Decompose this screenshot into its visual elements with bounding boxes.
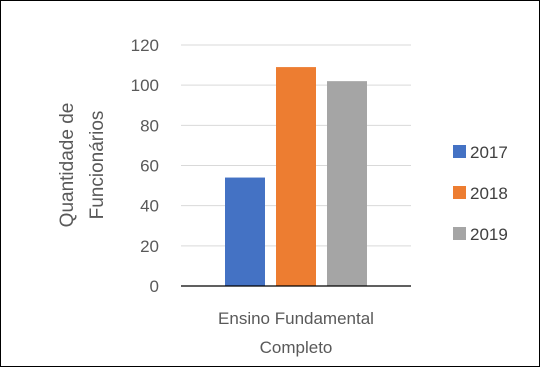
y-axis-title-line-2: Funcionários: [87, 111, 108, 220]
y-axis-title-line-1: Quantidade de: [57, 103, 78, 228]
bars: [225, 67, 367, 287]
x-category-label: Ensino Fundamental Completo: [218, 309, 374, 357]
bar-2017: [225, 177, 265, 286]
y-axis-title: Quantidade de Funcionários: [57, 103, 108, 228]
legend-swatch-2019: [453, 227, 466, 240]
bar-2019: [327, 81, 367, 287]
y-tick-label: 40: [140, 197, 159, 216]
y-tick-label: 100: [131, 76, 159, 95]
legend: 2017 2018 2019: [453, 143, 508, 244]
y-tick-label: 0: [150, 277, 159, 296]
y-tick-label: 80: [140, 116, 159, 135]
bar-2018: [276, 67, 316, 286]
legend-label-2017: 2017: [470, 143, 508, 162]
legend-label-2019: 2019: [470, 225, 508, 244]
legend-swatch-2018: [453, 186, 466, 199]
y-tick-label: 60: [140, 157, 159, 176]
legend-swatch-2017: [453, 145, 466, 158]
x-category-label-line-2: Completo: [260, 338, 333, 357]
y-tick-labels: 0 20 40 60 80 100 120: [131, 36, 159, 296]
y-tick-label: 120: [131, 36, 159, 55]
x-category-label-line-1: Ensino Fundamental: [218, 309, 374, 328]
y-tick-label: 20: [140, 237, 159, 256]
legend-label-2018: 2018: [470, 184, 508, 203]
